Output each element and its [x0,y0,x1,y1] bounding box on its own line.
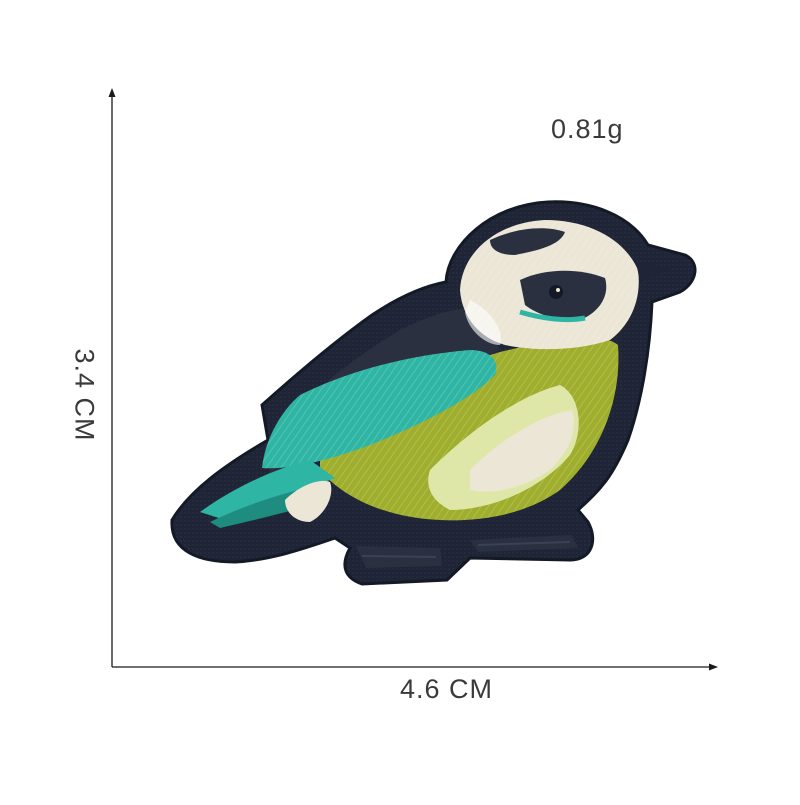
bird-beak [636,262,672,282]
weight-label: 0.81g [551,114,624,144]
vertical-axis-arrowhead-icon [108,88,116,97]
bird-patch-image [170,200,697,586]
bird-eye [549,285,563,299]
height-dimension-label: 3.4 CM [69,348,100,442]
bird-cap [490,228,565,255]
bird-tail [200,460,335,520]
dimension-axes [108,88,718,671]
bird-eye-stripe [520,270,607,321]
horizontal-axis-arrowhead-icon [709,663,718,671]
width-dimension-label: 4.6 CM [400,674,494,704]
